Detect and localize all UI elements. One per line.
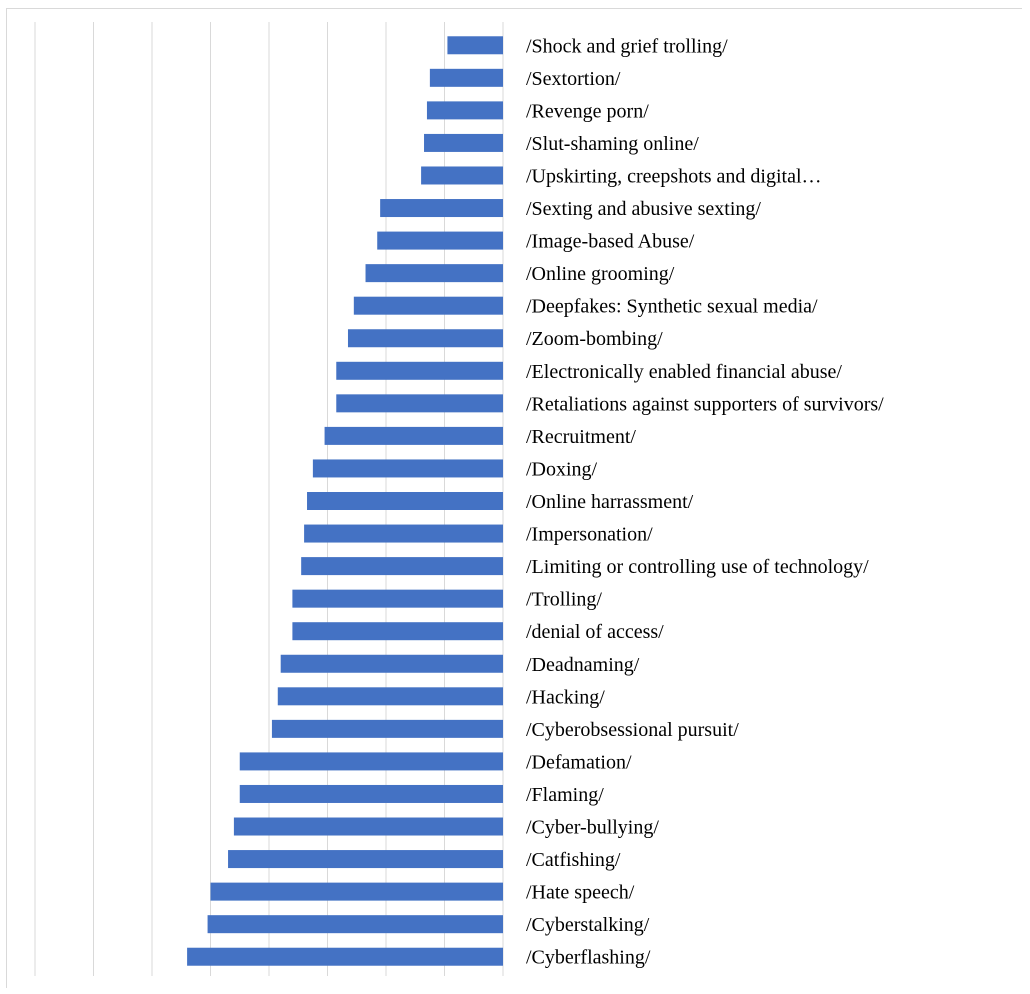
category-label: /Image-based Abuse/ (526, 231, 695, 253)
bar (304, 524, 503, 543)
bar (301, 557, 503, 576)
category-label: /Impersonation/ (526, 524, 653, 546)
bar (347, 329, 503, 348)
category-label: /Cyberflashing/ (526, 947, 651, 969)
category-label: /Deadnaming/ (526, 654, 640, 676)
category-label: /Doxing/ (526, 458, 598, 480)
bar (187, 947, 503, 966)
category-label: /Recruitment/ (526, 426, 636, 448)
category-label: /Cyberstalking/ (526, 914, 650, 936)
category-label: /Revenge porn/ (526, 100, 649, 122)
category-label: /Catfishing/ (526, 849, 621, 871)
category-label: /Slut-shaming online/ (526, 133, 699, 155)
bar (421, 166, 503, 185)
bar (239, 752, 503, 771)
category-label: /Deepfakes: Synthetic sexual media/ (526, 296, 818, 318)
bars (187, 36, 504, 966)
category-label: /Trolling/ (526, 589, 602, 611)
bar (210, 882, 503, 901)
category-label: /Cyber-bullying/ (526, 817, 659, 839)
bar (207, 915, 503, 934)
category-label: /Shock and grief trolling/ (526, 35, 728, 57)
bar (365, 264, 503, 283)
bar (336, 394, 503, 413)
bar (271, 719, 503, 738)
bar (377, 231, 503, 250)
category-label: /Limiting or controlling use of technolo… (526, 556, 869, 578)
category-label: /Sextortion/ (526, 68, 621, 90)
category-label: /Upskirting, creepshots and digital… (526, 165, 822, 187)
category-label: /Online grooming/ (526, 263, 675, 285)
category-label: /Zoom-bombing/ (526, 328, 663, 350)
bar (353, 296, 503, 315)
category-label: /Hate speech/ (526, 882, 635, 904)
category-label: /Online harrassment/ (526, 491, 694, 513)
bar (277, 687, 503, 706)
bar (424, 133, 503, 152)
category-label: /Defamation/ (526, 751, 632, 773)
bar (292, 589, 503, 608)
bar (336, 361, 503, 380)
category-label: /denial of access/ (526, 621, 664, 643)
category-label: /Hacking/ (526, 686, 605, 708)
bar (380, 199, 503, 218)
chart-frame (6, 8, 1022, 988)
bar (307, 492, 503, 510)
category-labels: /Shock and grief trolling/ /Sextortion/ /R… (526, 35, 884, 968)
bar (233, 817, 503, 836)
bar (447, 36, 503, 55)
bar (292, 622, 503, 641)
bar (280, 654, 503, 673)
bar (239, 784, 503, 803)
category-label: /Flaming/ (526, 784, 604, 806)
category-label: /Cyberobsessional pursuit/ (526, 719, 739, 741)
bar (429, 68, 503, 87)
category-label: /Retaliations against supporters of surv… (526, 393, 884, 415)
category-label: /Sexting and abusive sexting/ (526, 198, 761, 220)
category-label: /Electronically enabled financial abuse/ (526, 361, 842, 383)
bar (312, 459, 503, 478)
bar (324, 426, 503, 445)
bar (426, 101, 503, 120)
bar (228, 850, 504, 869)
